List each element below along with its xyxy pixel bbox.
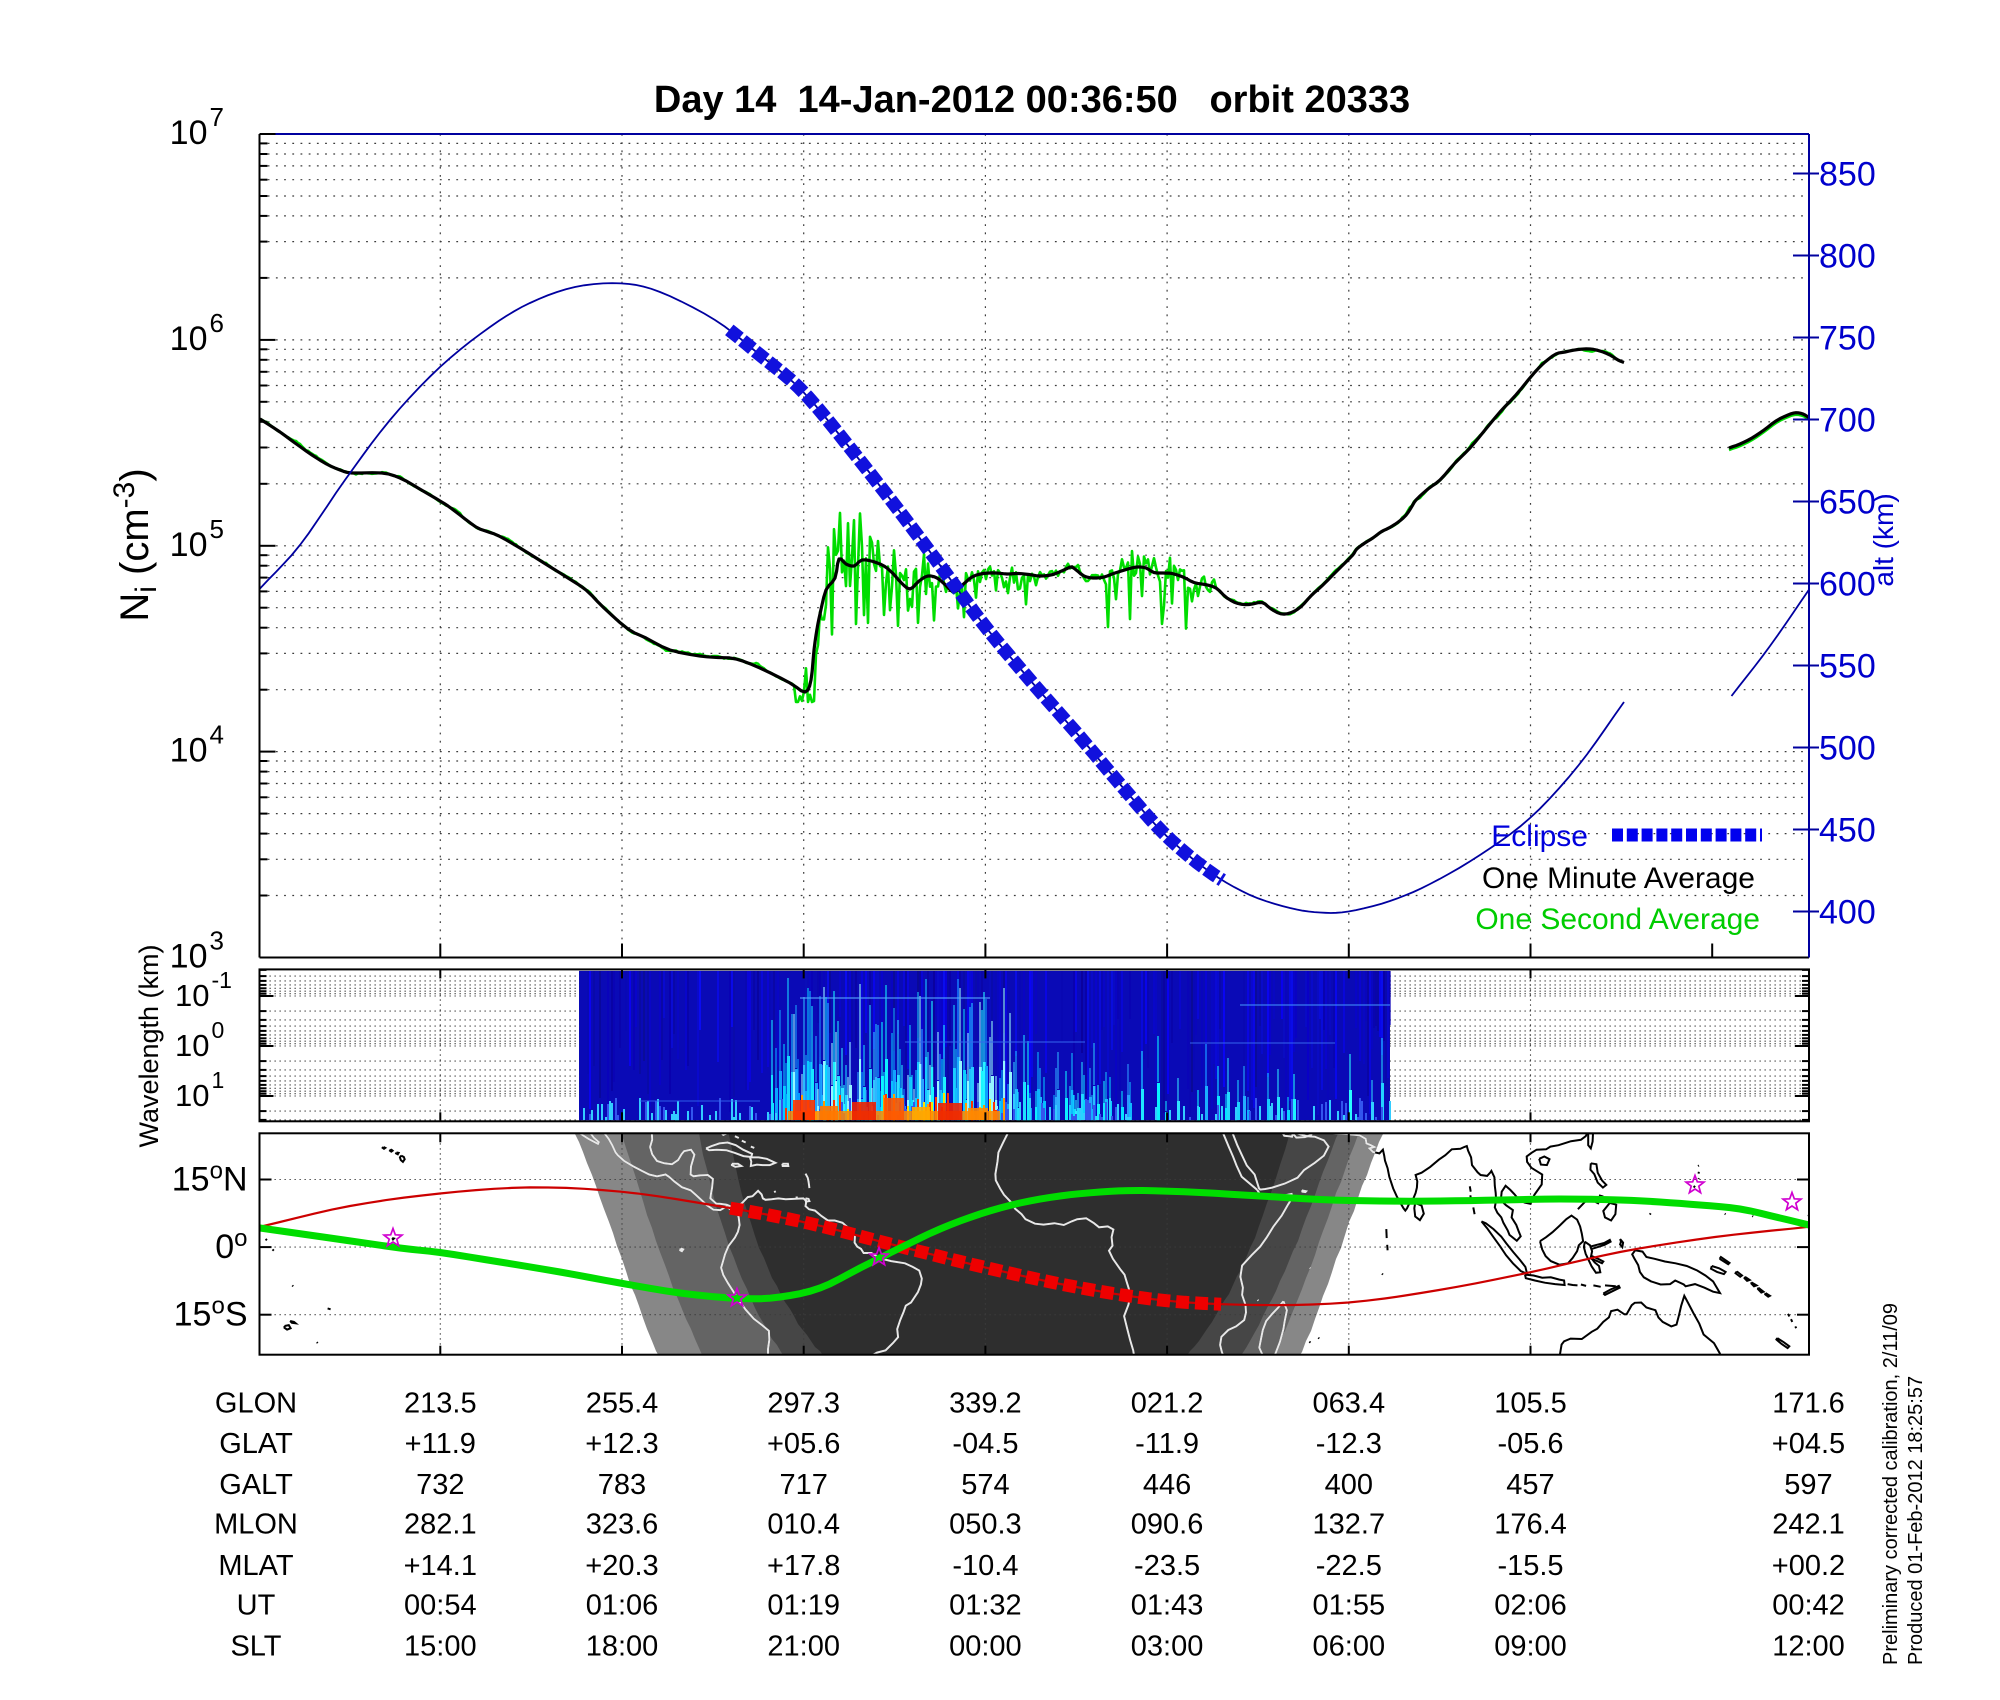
svg-text:+17.8: +17.8 — [767, 1550, 840, 1582]
svg-text:-11.9: -11.9 — [1135, 1428, 1199, 1460]
svg-text:Produced 01-Feb-2012 18:25:57: Produced 01-Feb-2012 18:25:57 — [1905, 1376, 1927, 1665]
svg-text:10: 10 — [170, 732, 208, 770]
svg-text:4: 4 — [210, 720, 224, 750]
svg-text:01:32: 01:32 — [949, 1590, 1022, 1622]
svg-text:15:00: 15:00 — [404, 1630, 477, 1662]
svg-text:600: 600 — [1819, 566, 1876, 604]
svg-text:850: 850 — [1819, 156, 1876, 194]
svg-text:7: 7 — [210, 102, 224, 132]
svg-text:457: 457 — [1506, 1469, 1554, 1501]
svg-text:10: 10 — [170, 114, 208, 152]
svg-text:00:00: 00:00 — [949, 1630, 1022, 1662]
svg-text:12:00: 12:00 — [1772, 1630, 1845, 1662]
svg-text:-15.5: -15.5 — [1497, 1550, 1563, 1582]
svg-text:+11.9: +11.9 — [405, 1428, 476, 1460]
svg-text:21:00: 21:00 — [767, 1630, 840, 1662]
svg-text:5: 5 — [210, 514, 224, 544]
svg-text:10: 10 — [175, 1028, 209, 1063]
svg-text:650: 650 — [1819, 484, 1876, 522]
svg-text:Preliminary corrected calibrat: Preliminary corrected calibration, 2/11/… — [1880, 1303, 1902, 1665]
svg-text:242.1: 242.1 — [1772, 1509, 1845, 1541]
svg-text:-10.4: -10.4 — [952, 1550, 1018, 1582]
svg-text:732: 732 — [416, 1469, 464, 1501]
svg-text:01:43: 01:43 — [1131, 1590, 1204, 1622]
svg-text:800: 800 — [1819, 238, 1876, 276]
svg-text:-04.5: -04.5 — [952, 1428, 1018, 1460]
svg-text:15oS: 15oS — [174, 1293, 248, 1334]
svg-text:297.3: 297.3 — [767, 1388, 840, 1420]
svg-text:Day 14 14-Jan-2012 00:36:50: Day 14 14-Jan-2012 00:36:50 orbit 20333 — [654, 79, 1410, 121]
svg-text:02:06: 02:06 — [1494, 1590, 1567, 1622]
svg-text:-05.6: -05.6 — [1497, 1428, 1563, 1460]
svg-text:GLAT: GLAT — [219, 1428, 293, 1460]
svg-text:105.5: 105.5 — [1494, 1388, 1567, 1420]
svg-text:10: 10 — [170, 320, 208, 358]
svg-text:700: 700 — [1819, 402, 1876, 440]
svg-text:171.6: 171.6 — [1772, 1388, 1845, 1420]
svg-text:03:00: 03:00 — [1131, 1630, 1204, 1662]
svg-text:213.5: 213.5 — [404, 1388, 477, 1420]
svg-text:10: 10 — [170, 526, 208, 564]
svg-text:MLON: MLON — [214, 1509, 298, 1541]
svg-text:0o: 0o — [215, 1225, 247, 1266]
svg-text:063.4: 063.4 — [1313, 1388, 1386, 1420]
svg-text:597: 597 — [1784, 1469, 1832, 1501]
svg-text:1: 1 — [212, 1067, 225, 1093]
svg-text:750: 750 — [1819, 320, 1876, 358]
svg-text:+05.6: +05.6 — [767, 1428, 840, 1460]
svg-text:GALT: GALT — [219, 1469, 293, 1501]
svg-text:-23.5: -23.5 — [1134, 1550, 1200, 1582]
svg-text:One Minute Average: One Minute Average — [1482, 862, 1755, 895]
svg-text:339.2: 339.2 — [949, 1388, 1022, 1420]
svg-text:717: 717 — [780, 1469, 828, 1501]
svg-text:10: 10 — [175, 978, 209, 1013]
svg-text:01:19: 01:19 — [767, 1590, 840, 1622]
svg-text:MLAT: MLAT — [218, 1550, 293, 1582]
svg-text:400: 400 — [1819, 894, 1876, 932]
svg-text:132.7: 132.7 — [1313, 1509, 1386, 1541]
svg-text:021.2: 021.2 — [1131, 1388, 1204, 1420]
svg-text:-12.3: -12.3 — [1316, 1428, 1382, 1460]
svg-text:550: 550 — [1819, 648, 1876, 686]
svg-text:176.4: 176.4 — [1494, 1509, 1567, 1541]
svg-text:GLON: GLON — [215, 1388, 297, 1420]
svg-text:323.6: 323.6 — [586, 1509, 659, 1541]
svg-text:282.1: 282.1 — [404, 1509, 477, 1541]
svg-text:Eclipse: Eclipse — [1491, 820, 1588, 853]
svg-text:400: 400 — [1325, 1469, 1373, 1501]
svg-text:UT: UT — [237, 1590, 276, 1622]
svg-text:+14.1: +14.1 — [404, 1550, 477, 1582]
svg-text:alt (km): alt (km) — [1868, 493, 1899, 586]
svg-text:01:55: 01:55 — [1313, 1590, 1386, 1622]
svg-text:446: 446 — [1143, 1469, 1191, 1501]
svg-text:01:06: 01:06 — [586, 1590, 659, 1622]
svg-text:09:00: 09:00 — [1494, 1630, 1567, 1662]
svg-text:090.6: 090.6 — [1131, 1509, 1204, 1541]
svg-text:783: 783 — [598, 1469, 646, 1501]
svg-text:-1: -1 — [212, 967, 232, 993]
svg-text:+04.5: +04.5 — [1772, 1428, 1845, 1460]
svg-text:10: 10 — [175, 1078, 209, 1113]
svg-text:574: 574 — [961, 1469, 1009, 1501]
svg-text:+20.3: +20.3 — [585, 1550, 658, 1582]
svg-text:SLT: SLT — [230, 1630, 281, 1662]
svg-text:-22.5: -22.5 — [1316, 1550, 1382, 1582]
svg-text:6: 6 — [210, 308, 224, 338]
svg-text:06:00: 06:00 — [1313, 1630, 1386, 1662]
svg-text:00:54: 00:54 — [404, 1590, 477, 1622]
svg-text:18:00: 18:00 — [586, 1630, 659, 1662]
svg-text:050.3: 050.3 — [949, 1509, 1022, 1541]
svg-text:010.4: 010.4 — [767, 1509, 840, 1541]
svg-text:500: 500 — [1819, 730, 1876, 768]
svg-text:255.4: 255.4 — [586, 1388, 659, 1420]
svg-text:+00.2: +00.2 — [1772, 1550, 1845, 1582]
svg-text:450: 450 — [1819, 812, 1876, 850]
svg-text:00:42: 00:42 — [1772, 1590, 1845, 1622]
svg-text:One Second Average: One Second Average — [1475, 903, 1760, 936]
svg-text:0: 0 — [212, 1017, 225, 1043]
svg-text:Wavelength (km): Wavelength (km) — [134, 944, 164, 1147]
svg-text:3: 3 — [210, 926, 224, 956]
svg-text:+12.3: +12.3 — [585, 1428, 658, 1460]
svg-text:10: 10 — [170, 938, 208, 976]
